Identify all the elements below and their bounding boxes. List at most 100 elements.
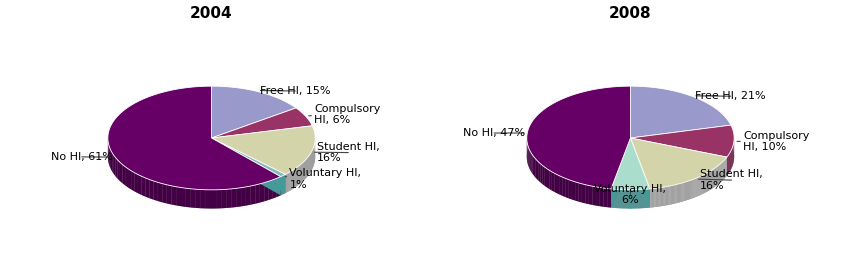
Polygon shape <box>673 185 674 204</box>
Polygon shape <box>668 186 669 205</box>
Polygon shape <box>560 176 562 196</box>
Polygon shape <box>211 138 280 195</box>
Polygon shape <box>677 184 679 203</box>
Text: No HI, 61%: No HI, 61% <box>51 152 113 162</box>
Polygon shape <box>201 190 206 208</box>
Polygon shape <box>566 179 569 198</box>
Polygon shape <box>211 108 312 138</box>
Polygon shape <box>221 189 226 208</box>
Polygon shape <box>122 164 125 185</box>
Text: Free HI, 21%: Free HI, 21% <box>695 91 766 101</box>
Polygon shape <box>260 183 264 203</box>
Polygon shape <box>693 179 694 198</box>
Polygon shape <box>659 188 660 206</box>
Polygon shape <box>138 174 141 195</box>
Polygon shape <box>703 175 704 194</box>
Polygon shape <box>277 177 280 197</box>
Text: Student HI,
16%: Student HI, 16% <box>699 169 763 191</box>
Polygon shape <box>611 138 631 208</box>
Polygon shape <box>671 185 673 204</box>
Polygon shape <box>631 138 727 176</box>
Polygon shape <box>211 190 216 208</box>
Polygon shape <box>698 177 699 196</box>
Polygon shape <box>706 173 707 192</box>
Polygon shape <box>600 187 604 207</box>
Polygon shape <box>226 189 232 208</box>
Polygon shape <box>660 187 662 206</box>
Polygon shape <box>186 188 191 208</box>
Polygon shape <box>157 182 163 202</box>
Polygon shape <box>658 188 659 207</box>
Polygon shape <box>108 86 280 190</box>
Polygon shape <box>288 172 289 192</box>
Polygon shape <box>114 155 115 176</box>
Polygon shape <box>572 181 575 201</box>
Polygon shape <box>697 177 698 197</box>
Polygon shape <box>109 148 111 169</box>
Text: Voluntary HI,
1%: Voluntary HI, 1% <box>285 168 361 190</box>
Polygon shape <box>704 174 705 193</box>
Polygon shape <box>251 185 255 205</box>
Polygon shape <box>530 151 531 172</box>
Polygon shape <box>206 190 211 208</box>
Polygon shape <box>705 174 706 193</box>
Polygon shape <box>181 187 186 207</box>
Polygon shape <box>593 186 596 206</box>
Polygon shape <box>527 86 631 189</box>
Polygon shape <box>702 175 703 194</box>
Polygon shape <box>232 188 236 208</box>
Polygon shape <box>569 180 572 200</box>
Polygon shape <box>670 186 671 205</box>
Polygon shape <box>236 188 241 207</box>
Polygon shape <box>211 138 285 193</box>
Text: Compulsory
HI, 6%: Compulsory HI, 6% <box>309 104 381 125</box>
Polygon shape <box>125 167 128 187</box>
Polygon shape <box>690 180 692 199</box>
Polygon shape <box>149 179 153 200</box>
Polygon shape <box>695 178 696 197</box>
Polygon shape <box>631 138 650 208</box>
Polygon shape <box>163 184 167 203</box>
Polygon shape <box>216 190 221 208</box>
Polygon shape <box>685 182 686 201</box>
Polygon shape <box>655 188 656 207</box>
Polygon shape <box>585 185 589 204</box>
Polygon shape <box>108 105 315 208</box>
Polygon shape <box>146 178 149 198</box>
Polygon shape <box>683 182 685 201</box>
Polygon shape <box>604 188 607 207</box>
Polygon shape <box>285 174 286 193</box>
Polygon shape <box>115 158 118 179</box>
Polygon shape <box>557 175 560 195</box>
Polygon shape <box>211 86 296 138</box>
Polygon shape <box>631 138 650 208</box>
Title: 2004: 2004 <box>190 6 233 21</box>
Polygon shape <box>689 181 690 200</box>
Polygon shape <box>545 167 547 187</box>
Polygon shape <box>196 189 201 208</box>
Text: Voluntary HI,
6%: Voluntary HI, 6% <box>594 184 667 205</box>
Polygon shape <box>665 187 666 206</box>
Polygon shape <box>547 169 549 189</box>
Polygon shape <box>651 189 653 208</box>
Polygon shape <box>537 160 539 181</box>
Polygon shape <box>676 184 677 203</box>
Polygon shape <box>539 162 541 182</box>
Polygon shape <box>541 164 542 184</box>
Polygon shape <box>118 160 120 181</box>
Polygon shape <box>666 186 668 205</box>
Polygon shape <box>709 171 710 190</box>
Polygon shape <box>562 177 566 197</box>
Polygon shape <box>686 181 688 200</box>
Polygon shape <box>167 185 172 205</box>
Polygon shape <box>656 188 658 207</box>
Polygon shape <box>679 183 681 202</box>
Polygon shape <box>120 162 122 183</box>
Polygon shape <box>682 183 683 202</box>
Polygon shape <box>141 176 146 197</box>
Polygon shape <box>611 138 650 190</box>
Polygon shape <box>191 189 196 208</box>
Polygon shape <box>269 180 273 200</box>
Polygon shape <box>211 138 285 177</box>
Polygon shape <box>696 178 697 197</box>
